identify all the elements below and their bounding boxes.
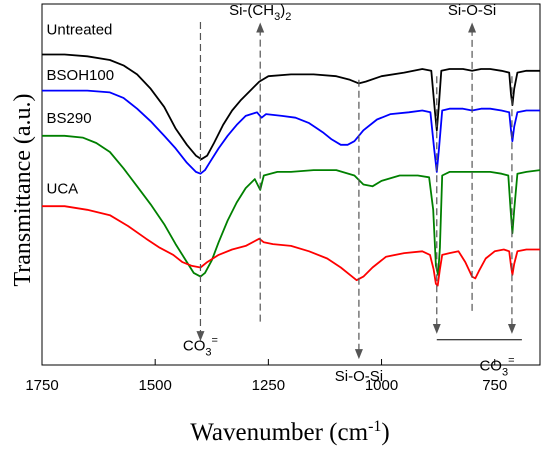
x-axis-title-close: ) bbox=[381, 419, 389, 446]
annotation-label: CO3=​ bbox=[183, 335, 218, 359]
annotation-label-part: CO bbox=[479, 357, 502, 374]
annotation-label: Si-(CH3)2 bbox=[229, 2, 291, 23]
x-tick-label: 1250 bbox=[252, 377, 285, 394]
series-line-untreated bbox=[42, 53, 540, 161]
annotation-label-part: CO bbox=[183, 338, 206, 355]
series-label: BS290 bbox=[47, 110, 92, 127]
y-axis-title: Transmittance (a.u.) bbox=[10, 93, 36, 286]
x-axis-title-superscript: -1 bbox=[368, 418, 381, 435]
x-axis-title: Wavenumber (cm-1) bbox=[190, 418, 389, 446]
series-line-bsoh100 bbox=[42, 89, 540, 175]
annotation-label: Si-O-Si bbox=[448, 2, 496, 19]
x-tick-label: 1750 bbox=[25, 377, 58, 394]
annotation-label-part: 3 bbox=[274, 11, 280, 23]
annotation-label-part: 3 bbox=[502, 366, 508, 378]
x-tick-label: 750 bbox=[482, 377, 507, 394]
plot-frame bbox=[41, 3, 541, 366]
series-label: BSOH100 bbox=[47, 67, 115, 84]
x-tick-label: 1000 bbox=[365, 377, 398, 394]
annotation-label-part: = bbox=[212, 335, 218, 347]
annotation-label-part: Si-(CH bbox=[229, 2, 274, 19]
series-label: Untreated bbox=[47, 22, 113, 39]
series-lines bbox=[42, 53, 541, 287]
series-labels: Untreated BSOH100 BS290 UCA bbox=[47, 22, 115, 198]
x-ticks: 1750 1500 1250 1000 750 bbox=[25, 359, 507, 394]
series-line-bs290 bbox=[42, 134, 541, 278]
series-line-uca bbox=[42, 205, 540, 287]
annotation-label-part: = bbox=[508, 354, 514, 366]
annotation-label: CO3=​ bbox=[479, 354, 514, 378]
annotation-label-part: 3 bbox=[205, 347, 211, 359]
annotation-label: Si-O-Si bbox=[335, 368, 383, 385]
series-label: UCA bbox=[47, 181, 79, 198]
annotation-label-part: 2 bbox=[285, 11, 291, 23]
annotation-label-part: ) bbox=[280, 2, 285, 19]
x-tick-label: 1500 bbox=[138, 377, 171, 394]
